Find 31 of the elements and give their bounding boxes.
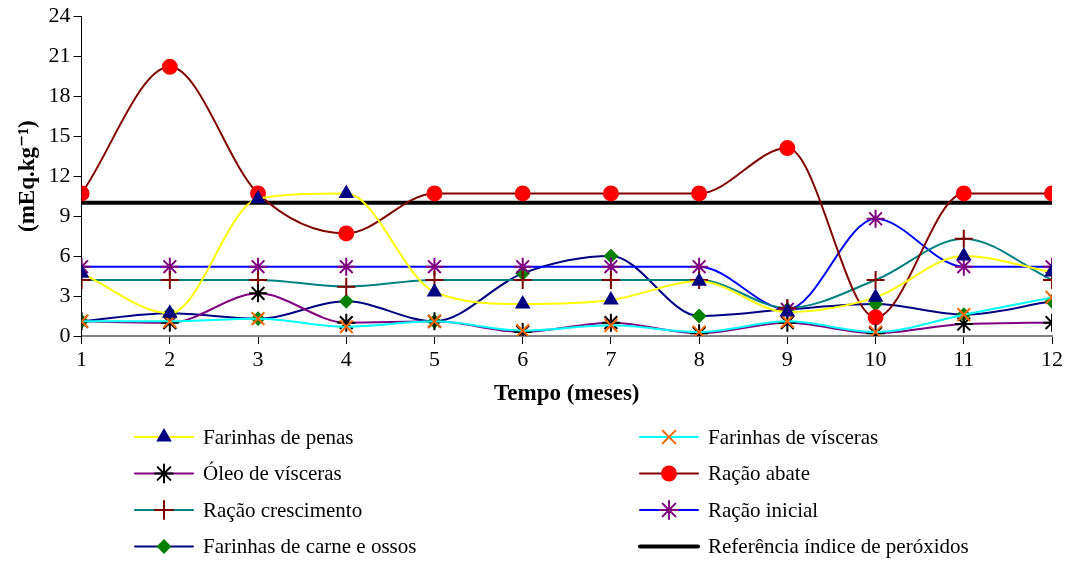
y-tick-label: 15 — [48, 121, 71, 147]
y-tick-label: 6 — [59, 241, 71, 267]
legend-label: Ração abate — [708, 461, 811, 486]
legend-label: Referência índice de peróxidos — [708, 534, 969, 559]
y-tick-label: 0 — [59, 321, 71, 347]
x-tick-label: 12 — [1041, 345, 1063, 371]
x-tick-label: 2 — [164, 345, 176, 371]
legend-label: Ração inicial — [708, 497, 819, 522]
y-tick-label: 21 — [48, 41, 71, 67]
legend-label: Farinhas de vísceras — [708, 424, 879, 449]
y-tick-label: 18 — [48, 81, 71, 107]
x-tick-label: 4 — [340, 345, 352, 371]
y-tick-label: 12 — [48, 161, 71, 187]
x-tick-label: 6 — [517, 345, 529, 371]
x-tick-label: 9 — [781, 345, 793, 371]
legend-label: Ração crescimento — [203, 497, 363, 522]
x-axis-title: Tempo (meses) — [494, 380, 640, 406]
x-tick-label: 8 — [693, 345, 705, 371]
legend-label: Farinhas de carne e ossos — [203, 534, 417, 559]
legend-label: Óleo de vísceras — [203, 461, 342, 486]
y-axis-title: (mEq.kg⁻¹) — [13, 120, 39, 232]
y-tick-label: 24 — [48, 1, 71, 27]
y-tick-label: 3 — [59, 281, 71, 307]
x-tick-label: 1 — [76, 345, 88, 371]
x-tick-label: 11 — [953, 345, 975, 371]
x-tick-label: 3 — [252, 345, 264, 371]
x-tick-label: 10 — [864, 345, 887, 371]
legend-label: Farinhas de penas — [203, 424, 354, 449]
x-tick-label: 7 — [605, 345, 617, 371]
x-tick-label: 5 — [428, 345, 440, 371]
y-tick-label: 9 — [59, 201, 71, 227]
